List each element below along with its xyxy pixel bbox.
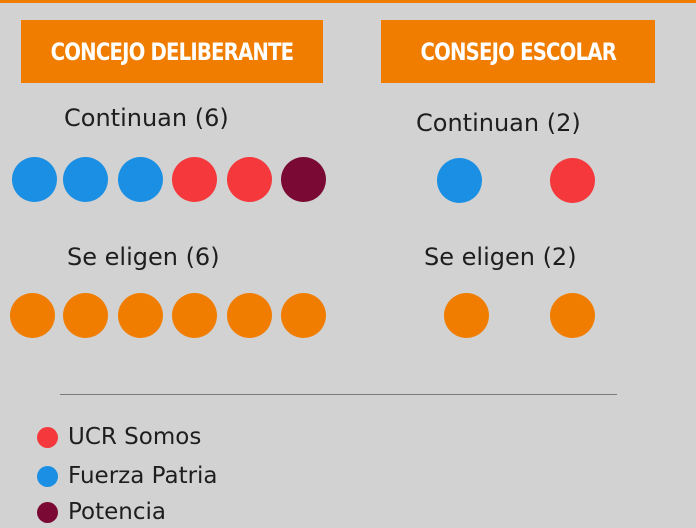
left-continuan-seat-dot: [281, 157, 326, 202]
legend-item: Fuerza Patria: [37, 461, 218, 491]
legend-swatch: [37, 501, 58, 523]
left-continuan-label: Continuan (6): [64, 104, 229, 132]
legend-label: UCR Somos: [68, 424, 202, 450]
left-continuan-seat-dot: [12, 157, 57, 202]
legend-item: UCR Somos: [37, 422, 201, 452]
left-continuan-seat-dot: [63, 157, 108, 202]
divider-line: [60, 394, 617, 395]
left-se-eligen-seat-dot: [63, 293, 108, 338]
left-continuan-seat-dot: [118, 157, 163, 202]
right-se-eligen-label: Se eligen (2): [424, 243, 577, 271]
legend-label: Potencia: [68, 499, 166, 525]
legend-item: Potencia: [37, 497, 166, 527]
right-continuan-seat-dot: [437, 158, 482, 203]
left-se-eligen-seat-dot: [118, 293, 163, 338]
legend-swatch: [37, 465, 58, 487]
legend-swatch: [37, 426, 58, 448]
left-se-eligen-seat-dot: [172, 293, 217, 338]
left-se-eligen-label: Se eligen (6): [67, 243, 220, 271]
right-continuan-seat-dot: [550, 158, 595, 203]
left-se-eligen-seat-dot: [281, 293, 326, 338]
consejo-escolar-banner: CONSEJO ESCOLAR: [381, 20, 655, 83]
concejo-deliberante-banner: CONCEJO DELIBERANTE: [21, 20, 323, 83]
left-se-eligen-seat-dot: [10, 293, 55, 338]
top-accent-strip: [0, 0, 696, 3]
legend-label: Fuerza Patria: [68, 463, 218, 489]
concejo-deliberante-title: CONCEJO DELIBERANTE: [50, 37, 294, 66]
left-se-eligen-seat-dot: [227, 293, 272, 338]
right-se-eligen-seat-dot: [444, 293, 489, 338]
left-continuan-seat-dot: [172, 157, 217, 202]
right-continuan-label: Continuan (2): [416, 109, 581, 137]
right-se-eligen-seat-dot: [550, 293, 595, 338]
left-continuan-seat-dot: [227, 157, 272, 202]
consejo-escolar-title: CONSEJO ESCOLAR: [420, 37, 616, 66]
